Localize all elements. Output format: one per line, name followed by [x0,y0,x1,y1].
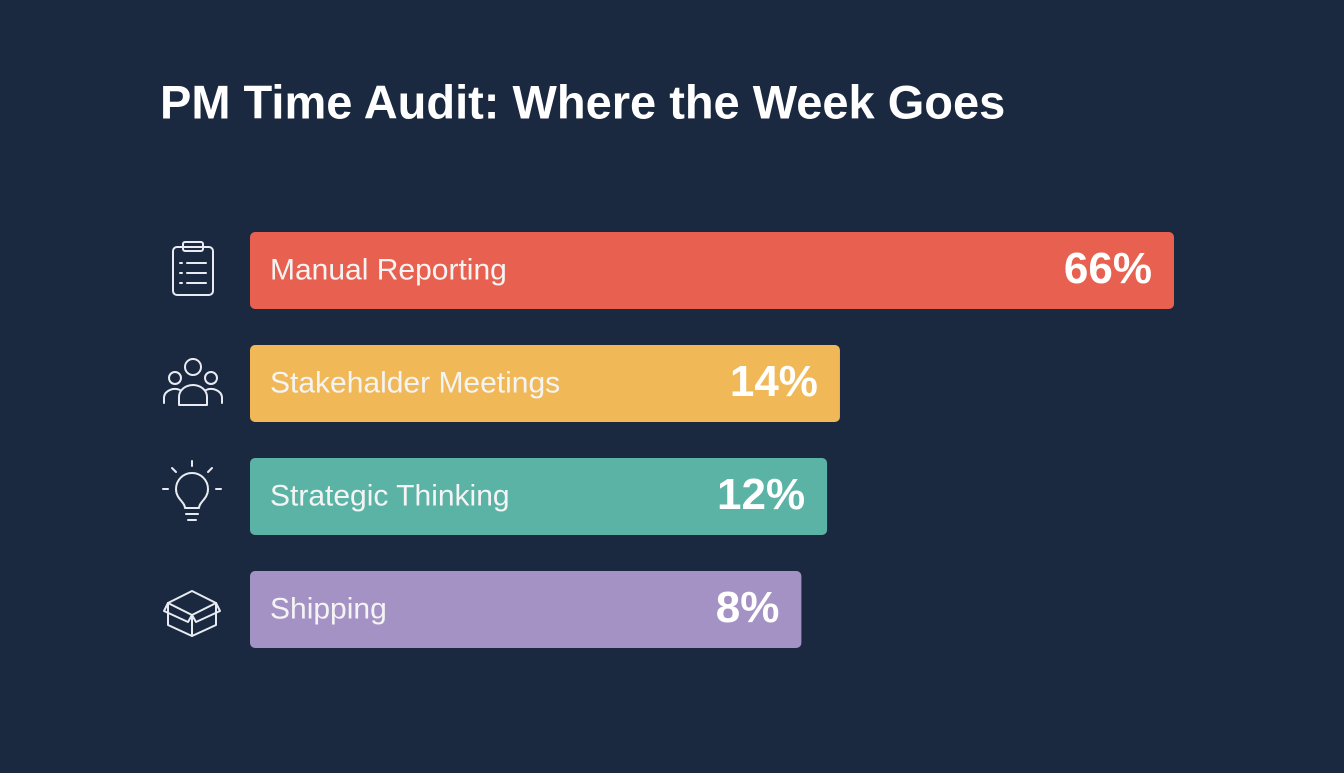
bar [250,232,1174,309]
value-label: 8% [716,583,780,632]
category-label: Strategic Thinking [270,479,510,512]
bar [250,345,840,422]
value-label: 14% [730,357,818,406]
bar [250,571,802,648]
value-label: 12% [717,470,805,519]
people-icon [163,358,223,406]
value-label: 66% [1064,244,1152,293]
category-label: Stakehalder Meetings [270,366,560,399]
category-label: Shipping [270,592,387,625]
chart-title: PM Time Audit: Where the Week Goes [160,75,1005,128]
lightbulb-icon [162,460,222,521]
category-label: Manual Reporting [270,253,507,286]
clipboard-icon [172,241,214,296]
bar [250,458,828,535]
box-icon [163,590,221,637]
